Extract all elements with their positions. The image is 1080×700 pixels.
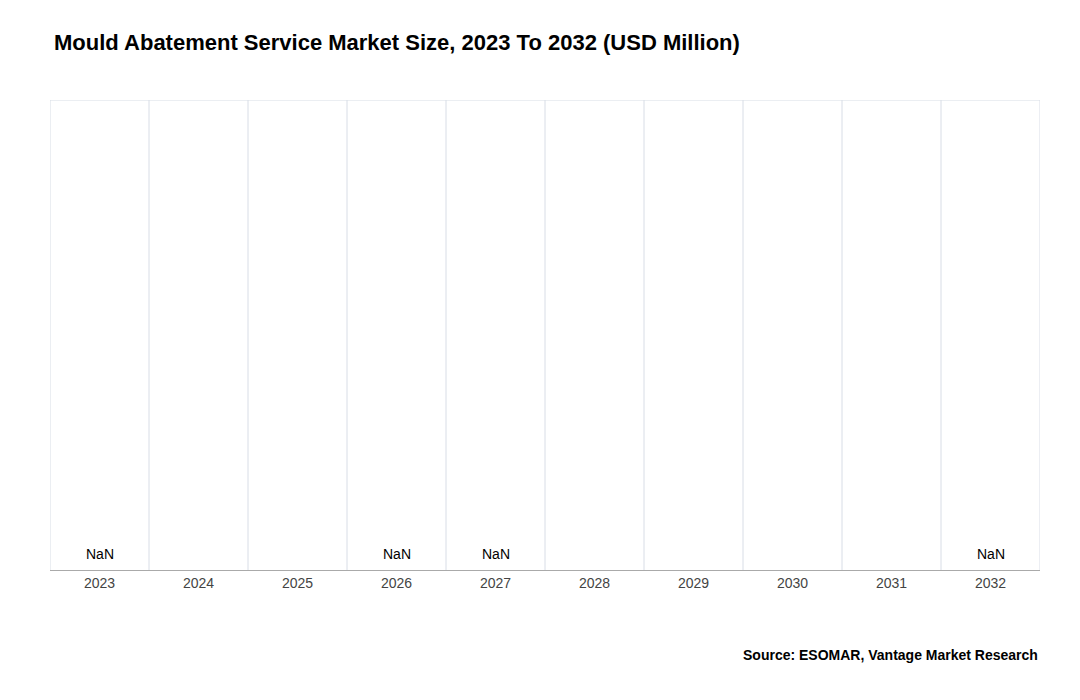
svg-text:2032: 2032 [975,575,1006,591]
svg-text:NaN: NaN [482,546,510,562]
svg-text:2026: 2026 [381,575,412,591]
svg-text:Source: ESOMAR, Vantage Market: Source: ESOMAR, Vantage Market Research [743,647,1038,663]
svg-text:NaN: NaN [977,546,1005,562]
svg-text:2028: 2028 [579,575,610,591]
svg-text:2029: 2029 [678,575,709,591]
svg-text:2027: 2027 [480,575,511,591]
svg-text:2031: 2031 [876,575,907,591]
svg-text:2023: 2023 [84,575,115,591]
svg-text:NaN: NaN [383,546,411,562]
svg-text:2030: 2030 [777,575,808,591]
svg-text:2025: 2025 [282,575,313,591]
svg-text:Mould Abatement Service Market: Mould Abatement Service Market Size, 202… [54,30,740,55]
svg-text:2024: 2024 [183,575,214,591]
svg-text:NaN: NaN [86,546,114,562]
